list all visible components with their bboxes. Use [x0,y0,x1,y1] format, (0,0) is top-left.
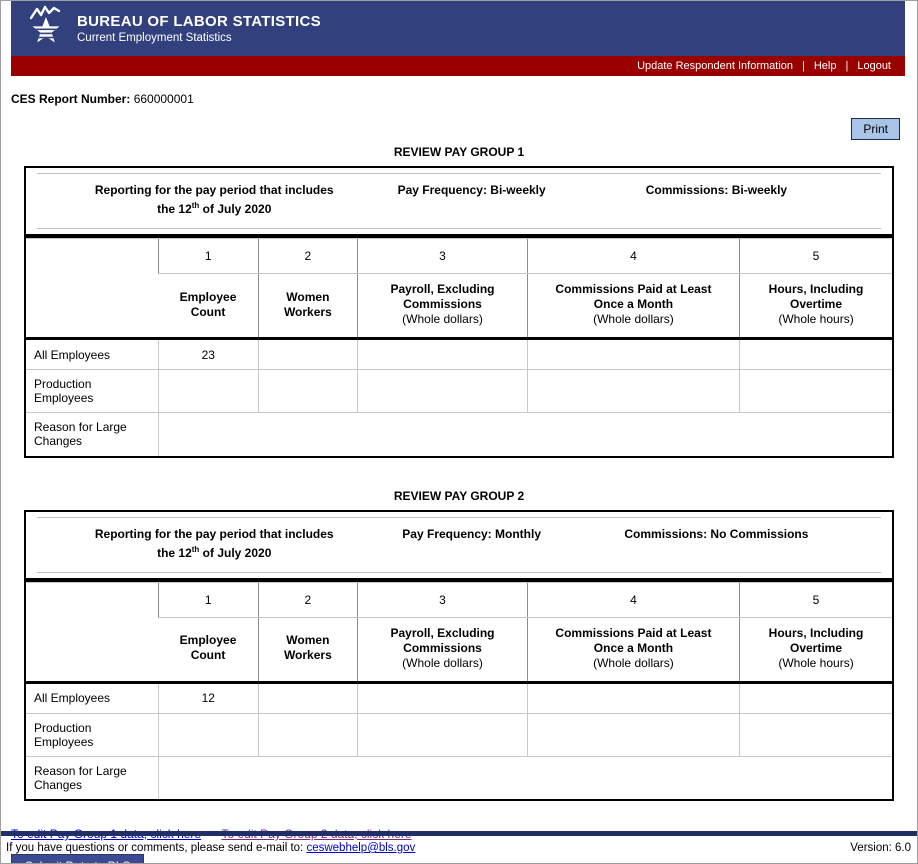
commissions-text: Commissions: No Commissions [624,526,809,541]
column-number-cell: 2 [257,238,358,274]
pay-frequency-text: Pay Frequency: Bi-weekly [397,183,546,197]
data-cell [257,337,358,370]
print-button[interactable]: Print [851,118,900,140]
data-cell [526,712,740,756]
data-cell-reason [157,755,892,799]
ces-report-line: CES Report Number: 660000001 [11,92,917,106]
data-cell-reason [157,412,892,456]
nav-link-help[interactable]: Help [813,60,837,72]
footer-email-link[interactable]: ceswebhelp@bls.gov [306,842,416,854]
data-cell [257,712,358,756]
data-cell [526,369,740,413]
column-number-cell: 1 [157,581,259,618]
footer-version: Version: 6.0 [850,842,911,854]
data-cell [257,680,358,713]
table-row-production-employees: Production Employees [26,712,892,756]
column-number-cell: 2 [257,581,358,618]
column-header-cell: Commissions Paid at Least Once a Month (W… [526,273,740,339]
data-cell [357,680,528,713]
submit-data-button[interactable]: Submit Data to BLS [11,854,145,863]
data-cell [739,369,892,413]
column-header-cell: Commissions Paid at Least Once a Month (W… [526,616,740,682]
nav-divider: | [845,60,849,72]
row-label: Production Employees [26,369,159,413]
bls-logo-icon [28,4,64,53]
data-cell [357,337,528,370]
column-number-cell: 5 [739,581,892,618]
row-label: All Employees [26,680,159,713]
column-header-cell: Payroll, Excluding Commissions (Whole dol… [357,616,528,682]
pay-group-2-info-band: Reporting for the pay period that includ… [26,512,892,578]
data-cell [157,712,259,756]
column-header-cell: Employee Count [158,273,259,339]
data-cell [357,712,528,756]
pay-group-1-table: Reporting for the pay period that includ… [24,166,894,458]
column-header-cell: Payroll, Excluding Commissions (Whole dol… [357,273,528,339]
nav-divider: | [802,60,805,72]
reporting-period-text: Reporting for the pay period that includ… [94,526,334,560]
divider [26,234,892,238]
masthead-subtitle: Current Employment Statistics [77,31,232,44]
table-row-all-employees: All Employees 23 [26,337,892,370]
data-cell [739,712,892,756]
table-row-all-employees: All Employees 12 [26,680,892,713]
reporting-period-text: Reporting for the pay period that includ… [94,183,334,216]
column-number-cell: 5 [739,238,892,274]
top-nav-bar: Update Respondent Information | Help | L… [11,56,905,76]
data-cell [257,369,358,413]
print-row: Print [1,118,900,140]
column-number-cell: 4 [526,238,740,274]
footer-message: If you have questions or comments, pleas… [6,842,416,854]
divider [26,577,892,582]
footer-divider-bar [1,831,917,836]
column-number-cell: 3 [357,238,528,274]
column-number-cell: 4 [526,581,740,618]
data-cell [526,680,740,713]
corner-cell [26,238,159,339]
row-label: Reason for Large Changes [26,755,159,799]
data-cell [157,369,259,413]
masthead-text: BUREAU OF LABOR STATISTICS Current Emplo… [77,13,321,45]
column-header-cell: Employee Count [158,616,259,682]
masthead: BUREAU OF LABOR STATISTICS Current Emplo… [11,1,905,56]
data-cell [357,369,528,413]
masthead-title: BUREAU OF LABOR STATISTICS [77,12,321,30]
column-header-cell: Women Workers [257,616,358,682]
data-cell [526,337,740,370]
column-header-cell: Hours, Including Overtime (Whole hours) [739,616,892,682]
row-label: Production Employees [26,712,159,756]
pay-group-2-table: Reporting for the pay period that includ… [24,509,894,801]
commissions-text: Commissions: Bi-weekly [645,183,788,197]
row-label: All Employees [26,337,159,370]
pay-group-1-info-band: Reporting for the pay period that includ… [26,168,892,234]
footer: If you have questions or comments, pleas… [1,831,917,863]
ces-report-number: 660000001 [133,92,194,106]
submit-row: Submit Data to BLS [11,854,917,863]
data-cell [739,680,892,713]
column-number-cell: 1 [157,238,259,274]
review-pay-group-1-title: REVIEW PAY GROUP 1 [393,145,525,159]
pay-frequency-text: Pay Frequency: Monthly [402,526,541,541]
table-row-reason-for-large-changes: Reason for Large Changes [26,412,892,456]
table-row-reason-for-large-changes: Reason for Large Changes [26,755,892,799]
nav-link-logout[interactable]: Logout [857,60,891,72]
data-cell-employee-count: 12 [157,680,259,713]
table-row-production-employees: Production Employees [26,369,892,413]
column-number-cell: 3 [357,581,528,618]
data-cell [739,337,892,370]
corner-cell [26,581,159,682]
column-header-cell: Hours, Including Overtime (Whole hours) [739,273,892,339]
review-pay-group-2-title: REVIEW PAY GROUP 2 [393,488,525,503]
row-label: Reason for Large Changes [26,412,159,456]
data-cell-employee-count: 23 [157,337,259,370]
ces-report-label: CES Report Number: [11,92,131,106]
nav-link-update-respondent-information[interactable]: Update Respondent Information [637,60,793,72]
column-header-cell: Women Workers [257,273,358,339]
